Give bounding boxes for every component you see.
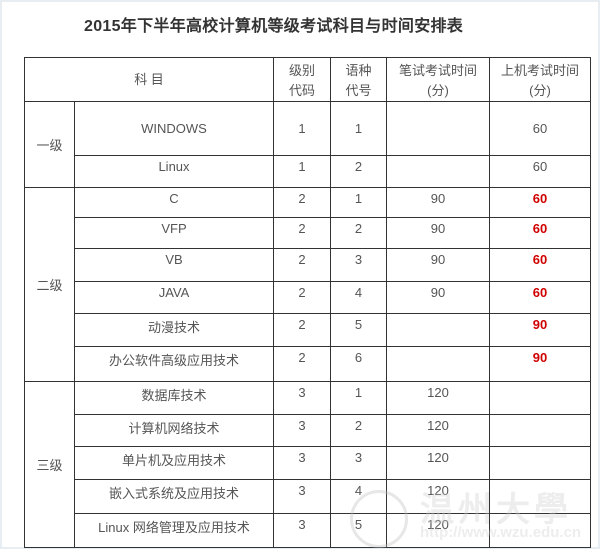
- header-row: 科 目 级别代码 语种代号 笔试考试时间 (分) 上机考试时间 (分): [24, 57, 591, 102]
- lang-code-cell: 3: [330, 446, 387, 480]
- level-code-cell: 2: [273, 281, 331, 314]
- lang-code-cell: 4: [330, 479, 387, 514]
- table-row: VFP 2 2 90 60: [25, 217, 591, 249]
- table-row: VB 2 3 90 60: [25, 248, 591, 282]
- header-lang-code-line2: 代号: [345, 83, 372, 98]
- header-computer-time: 上机考试时间 (分): [489, 57, 591, 102]
- level-cell: 三级: [24, 381, 75, 548]
- written-cell: 90: [386, 217, 490, 249]
- table-row: JAVA 2 4 90 60: [25, 281, 591, 314]
- level-code-cell: 1: [273, 155, 331, 188]
- subject-cell: Linux 网络管理及应用技术: [74, 513, 274, 548]
- level-cell: 一级: [24, 101, 75, 188]
- subject-cell: JAVA: [74, 281, 274, 314]
- computer-cell: 60: [489, 187, 591, 218]
- computer-cell: 90: [489, 346, 591, 382]
- header-level-code-line1: 级别: [288, 63, 315, 78]
- lang-code-cell: 2: [330, 155, 387, 188]
- computer-cell: [489, 446, 591, 480]
- header-written-line1: 笔试考试时间: [398, 63, 477, 78]
- computer-cell: 60: [489, 217, 591, 249]
- table-row: 嵌入式系统及应用技术 3 4 120: [25, 479, 591, 514]
- subject-cell: C: [74, 187, 274, 218]
- table-row: Linux 1 2 60: [25, 155, 591, 188]
- subject-cell: VB: [74, 248, 274, 282]
- header-level-code-line2: 代码: [288, 83, 315, 98]
- header-written-line2: (分): [427, 83, 449, 98]
- header-computer-line1: 上机考试时间: [500, 63, 579, 78]
- lang-code-cell: 6: [330, 346, 387, 382]
- lang-code-cell: 1: [330, 101, 387, 156]
- table-row: 三级 数据库技术 3 1 120: [24, 381, 591, 548]
- subject-cell: 办公软件高级应用技术: [74, 346, 274, 382]
- level-code-cell: 3: [273, 513, 331, 548]
- level-code-cell: 2: [273, 346, 331, 382]
- header-subject: 科 目: [24, 57, 274, 102]
- table-row: 二级 C 2 1 90 60: [24, 187, 591, 382]
- table-row: 计算机网络技术 3 2 120: [25, 414, 591, 447]
- lang-code-cell: 1: [330, 381, 387, 415]
- table-row: 一级 WINDOWS 1 1 60: [24, 101, 591, 188]
- written-cell: [386, 346, 490, 382]
- written-cell: 120: [386, 479, 490, 514]
- lang-code-cell: 2: [330, 414, 387, 447]
- header-level-code: 级别 代码: [273, 57, 331, 102]
- level-code-cell: 2: [273, 217, 331, 249]
- table-row: 动漫技术 2 5 90: [25, 313, 591, 347]
- subject-cell: WINDOWS: [74, 101, 274, 156]
- subject-cell: Linux: [74, 155, 274, 188]
- written-cell: 120: [386, 414, 490, 447]
- header-computer-line2: (分): [529, 83, 551, 98]
- subject-cell: 动漫技术: [74, 313, 274, 347]
- subject-cell: VFP: [74, 217, 274, 249]
- level-code-cell: 3: [273, 381, 331, 415]
- schedule-table: 科 目 级别代码 语种代号 笔试考试时间 (分) 上机考试时间 (分) 一级 WIND…: [24, 57, 591, 548]
- written-cell: 120: [386, 513, 490, 548]
- lang-code-cell: 5: [330, 313, 387, 347]
- computer-cell: 60: [489, 101, 591, 156]
- computer-cell: 90: [489, 313, 591, 347]
- level-code-cell: 2: [273, 187, 331, 218]
- lang-code-cell: 1: [330, 187, 387, 218]
- level-code-cell: 3: [273, 446, 331, 480]
- computer-cell: [489, 414, 591, 447]
- level-code-cell: 3: [273, 414, 331, 447]
- table-row: Linux 网络管理及应用技术 3 5 120: [25, 513, 591, 548]
- written-cell: [386, 155, 490, 188]
- lang-code-cell: 3: [330, 248, 387, 282]
- level-cell: 二级: [24, 187, 75, 382]
- level-code-cell: 2: [273, 313, 331, 347]
- written-cell: [386, 101, 490, 156]
- level-code-cell: 2: [273, 248, 331, 282]
- header-written-time: 笔试考试时间 (分): [386, 57, 490, 102]
- header-lang-code-line1: 语种: [345, 63, 372, 78]
- written-cell: 120: [386, 381, 490, 415]
- written-cell: 90: [386, 187, 490, 218]
- lang-code-cell: 5: [330, 513, 387, 548]
- computer-cell: [489, 381, 591, 415]
- written-cell: 90: [386, 281, 490, 314]
- subject-cell: 计算机网络技术: [74, 414, 274, 447]
- level-code-cell: 3: [273, 479, 331, 514]
- computer-cell: [489, 513, 591, 548]
- computer-cell: 60: [489, 281, 591, 314]
- computer-cell: [489, 479, 591, 514]
- header-lang-code: 语种 代号: [330, 57, 387, 102]
- lang-code-cell: 4: [330, 281, 387, 314]
- level-code-cell: 1: [273, 101, 331, 156]
- page-title: 2015年下半年高校计算机等级考试科目与时间安排表: [84, 18, 464, 35]
- computer-cell: 60: [489, 155, 591, 188]
- lang-code-cell: 2: [330, 217, 387, 249]
- written-cell: [386, 313, 490, 347]
- subject-cell: 数据库技术: [74, 381, 274, 415]
- written-cell: 90: [386, 248, 490, 282]
- table-row: 办公软件高级应用技术 2 6 90: [25, 346, 591, 382]
- subject-cell: 单片机及应用技术: [74, 446, 274, 480]
- table-row: 单片机及应用技术 3 3 120: [25, 446, 591, 480]
- written-cell: 120: [386, 446, 490, 480]
- subject-cell: 嵌入式系统及应用技术: [74, 479, 274, 514]
- computer-cell: 60: [489, 248, 591, 282]
